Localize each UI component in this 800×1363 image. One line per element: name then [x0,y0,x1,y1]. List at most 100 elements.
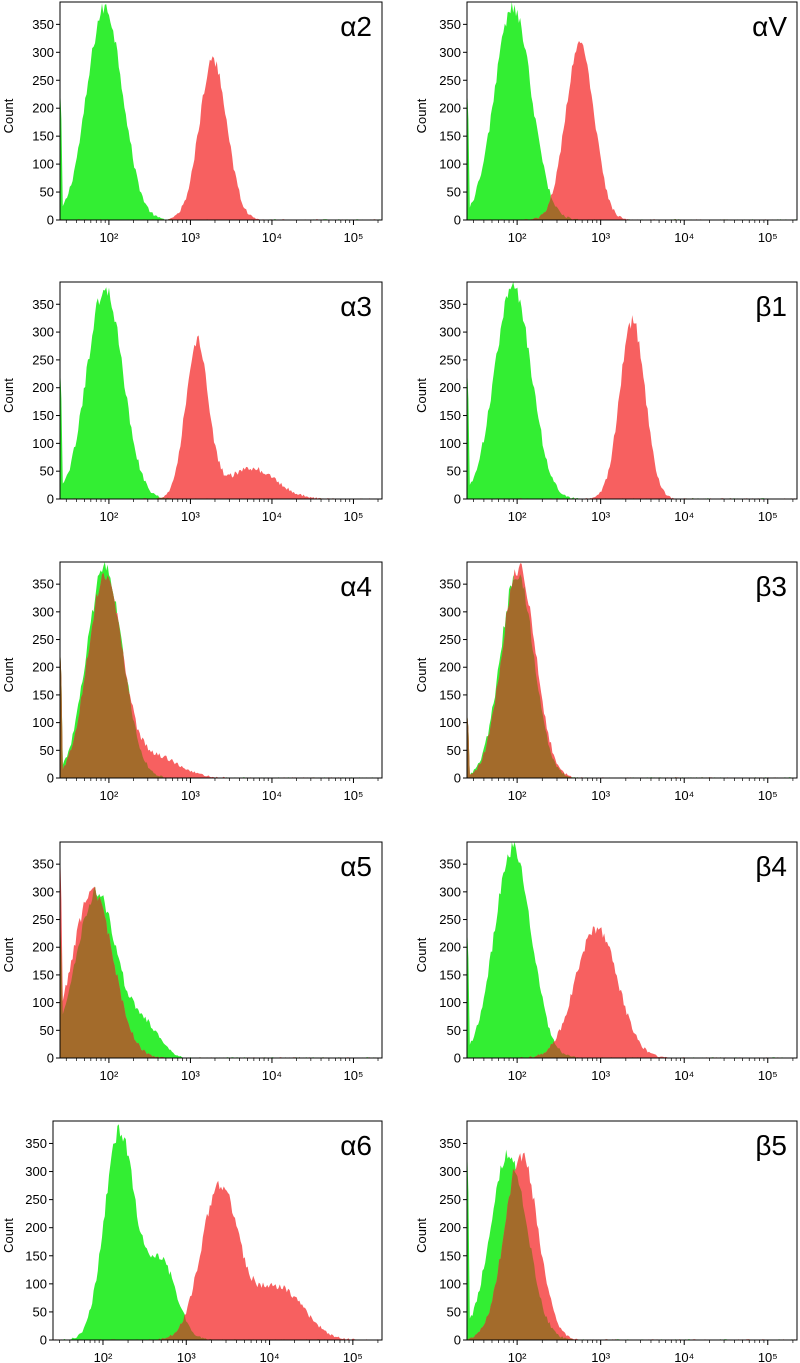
y-tick-label: 300 [25,1164,47,1179]
plot-frame [466,1120,798,1341]
y-axis-label: Count [1,378,16,413]
x-tick-label: 10³ [181,788,200,803]
y-tick-label: 100 [439,157,461,172]
overlap-area [467,1041,796,1058]
y-tick-label: 200 [32,101,54,116]
y-tick-label: 200 [439,380,461,395]
y-tick-label: 0 [47,771,54,786]
x-tick-label: 10³ [177,1350,196,1363]
y-tick-label: 200 [32,660,54,675]
y-tick-label: 250 [32,73,54,88]
series-group [467,1143,796,1340]
x-tick-label: 10³ [591,1068,610,1083]
histogram-panel: 0 50 100 150 200 250 300 350 10² 10³ 10⁴ 10⁵ Count β5 [414,1120,798,1363]
y-tick-label: 150 [25,1248,47,1263]
y-tick-label: 300 [439,884,461,899]
x-tick-label: 10⁵ [344,788,364,803]
histogram-panel: 0 50 100 150 200 250 300 350 10² 10³ 10⁴ 10⁵ Count α5 [1,841,383,1083]
x-tick-label: 10⁵ [343,1350,363,1363]
series-green-area [467,842,796,1058]
y-tick-label: 0 [47,1051,54,1066]
x-tick-label: 10³ [181,509,200,524]
y-tick-label: 50 [40,1023,54,1038]
series-group [467,282,796,499]
x-tick-label: 10³ [591,230,610,245]
x-tick-label: 10³ [181,1068,200,1083]
series-green-area [60,886,382,1058]
histogram-panel: 0 50 100 150 200 250 300 350 10² 10³ 10⁴ 10⁵ Count α2 [1,1,383,245]
y-axis-label: Count [414,657,429,692]
series-group [60,847,382,1058]
panel-label: β1 [755,291,787,322]
y-tick-label: 300 [32,604,54,619]
x-tick-label: 10⁴ [674,1068,694,1083]
x-tick-label: 10² [94,1350,113,1363]
y-tick-label: 300 [439,604,461,619]
y-tick-label: 250 [439,1192,461,1207]
x-tick-label: 10² [100,509,119,524]
y-tick-label: 50 [40,743,54,758]
plot-frame [466,281,798,500]
y-tick-label: 300 [32,884,54,899]
histogram-panel: 0 50 100 150 200 250 300 350 10² 10³ 10⁴ 10⁵ Count αV [414,1,798,245]
y-tick-label: 350 [32,17,54,32]
y-tick-label: 350 [439,17,461,32]
series-group [467,563,796,778]
y-axis-label: Count [1,1218,16,1253]
y-tick-label: 0 [47,213,54,228]
y-tick-label: 350 [32,297,54,312]
x-tick-label: 10² [508,1350,527,1363]
y-tick-label: 50 [40,464,54,479]
series-green-area [60,3,382,220]
x-tick-label: 10² [508,788,527,803]
overlap-area [467,574,796,778]
panel-label: α6 [340,1130,372,1161]
x-tick-label: 10⁴ [674,1350,694,1363]
y-tick-label: 50 [447,743,461,758]
panel-label: α5 [340,851,372,882]
y-tick-label: 150 [439,408,461,423]
x-tick-label: 10⁴ [262,788,282,803]
histogram-panel: 0 50 100 150 200 250 300 350 10² 10³ 10⁴ 10⁵ Count α6 [1,1120,383,1363]
y-axis-label: Count [414,937,429,972]
y-axis-label: Count [414,1218,429,1253]
series-red-area [60,56,382,220]
y-tick-label: 250 [439,912,461,927]
y-tick-label: 100 [32,157,54,172]
y-tick-label: 100 [32,436,54,451]
x-tick-label: 10³ [591,509,610,524]
y-tick-label: 200 [32,380,54,395]
y-tick-label: 300 [439,1164,461,1179]
x-tick-label: 10⁵ [758,509,778,524]
y-tick-label: 250 [32,352,54,367]
x-tick-label: 10² [100,230,119,245]
y-tick-label: 300 [32,325,54,340]
y-tick-label: 100 [25,1276,47,1291]
y-tick-label: 250 [439,632,461,647]
series-green-area [467,2,796,220]
series-red-area [467,1152,796,1340]
x-tick-label: 10² [100,788,119,803]
y-tick-label: 50 [447,1304,461,1319]
y-tick-label: 200 [439,1220,461,1235]
series-red-area [467,315,796,499]
plot-frame [59,561,383,779]
y-tick-label: 100 [32,995,54,1010]
y-axis-label: Count [1,657,16,692]
x-tick-label: 10⁵ [344,230,364,245]
y-tick-label: 150 [439,129,461,144]
series-green-area [467,282,796,499]
x-tick-label: 10³ [181,230,200,245]
x-tick-label: 10⁴ [260,1350,280,1363]
y-axis-label: Count [414,98,429,133]
y-tick-label: 150 [439,1248,461,1263]
x-tick-label: 10⁵ [758,788,778,803]
y-tick-label: 0 [454,213,461,228]
y-tick-label: 50 [447,185,461,200]
y-tick-label: 50 [447,1023,461,1038]
y-tick-label: 50 [447,464,461,479]
y-tick-label: 0 [454,771,461,786]
series-green-area [53,1124,382,1340]
y-tick-label: 100 [439,1276,461,1291]
